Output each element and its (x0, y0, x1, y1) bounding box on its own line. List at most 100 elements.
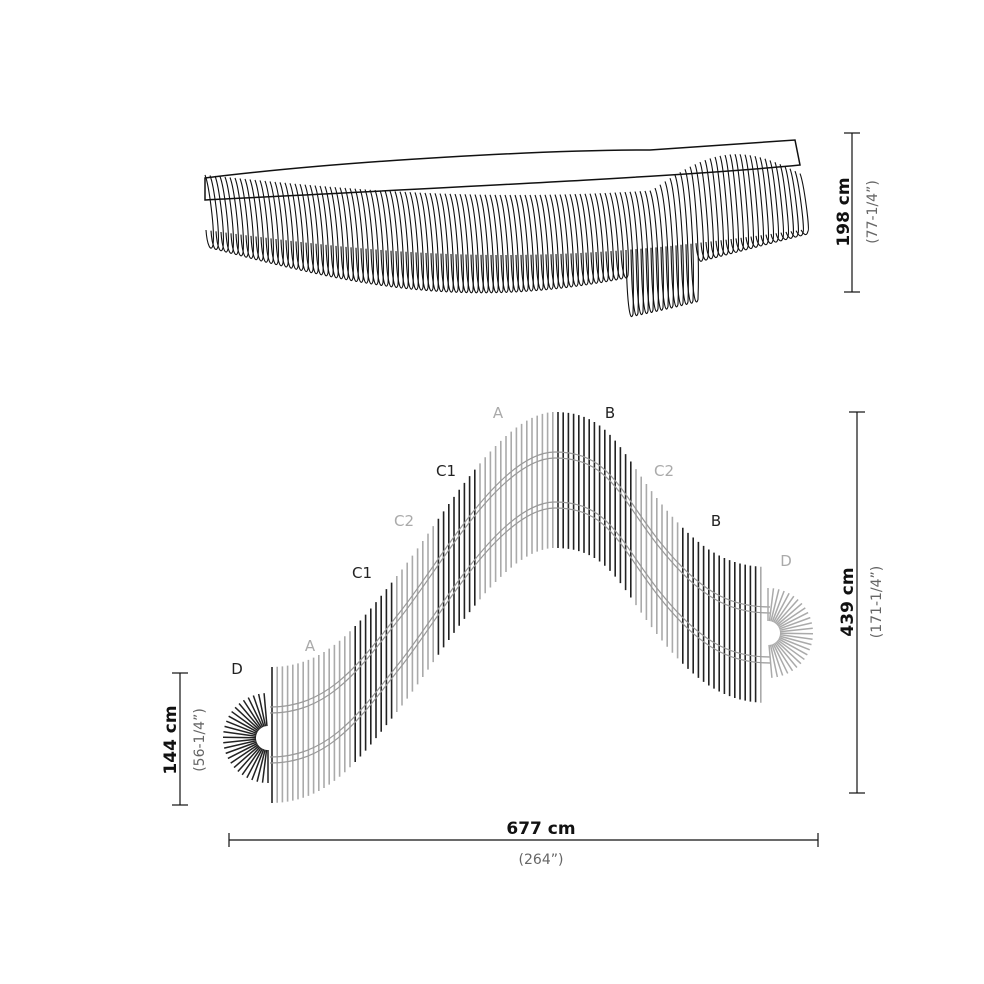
end-fan-right (771, 644, 784, 676)
elevation-rib (684, 169, 694, 304)
elevation-rib (449, 193, 459, 293)
end-fan-left (251, 748, 265, 781)
end-fan-right (779, 632, 814, 635)
elevation-rib (559, 194, 569, 289)
section-label: B (605, 404, 615, 422)
end-fan-left (227, 742, 258, 760)
elevation-rib (459, 193, 469, 294)
elevation-rib (574, 193, 584, 287)
elevation-rib (374, 189, 384, 286)
section-label: A (305, 637, 316, 655)
elevation-rib (334, 186, 344, 280)
elevation-rib (539, 194, 549, 291)
elevation-rib (434, 193, 444, 293)
elevation-rib (319, 185, 329, 277)
elevation-rib (659, 184, 669, 310)
elevation-rib (644, 190, 654, 313)
elevation-rib (709, 158, 719, 259)
end-fan-left (222, 736, 257, 739)
elevation-rib (669, 178, 679, 308)
elevation-rib (689, 166, 699, 303)
elevation-rib (524, 194, 534, 292)
end-fan-right (775, 599, 799, 625)
elevation-rib (379, 190, 389, 287)
elevation-rib (729, 154, 739, 253)
end-fan-left (241, 747, 262, 776)
elevation-rib (364, 189, 374, 285)
elevation-rib (464, 194, 474, 294)
end-fan-right (779, 633, 813, 641)
end-fan-left (223, 739, 257, 749)
elevation-rib (454, 193, 464, 294)
elevation-rib (394, 191, 404, 289)
elevation-rib (704, 159, 714, 260)
elevation-rib (639, 191, 649, 315)
elevation-rib (549, 194, 559, 290)
elevation-top-edge (204, 139, 801, 201)
elevation-rib (419, 192, 429, 292)
section-label: A (493, 404, 504, 422)
end-fan-right (768, 588, 775, 622)
elevation-rib (249, 179, 259, 261)
end-fan-left (238, 703, 261, 730)
end-fan-left (252, 695, 265, 727)
end-depth-metric: 144 cm (161, 705, 181, 774)
end-fan-right (778, 636, 811, 651)
elevation-rib (284, 182, 294, 269)
elevation-rib (739, 154, 749, 251)
elevation-rib (579, 193, 589, 286)
elevation-rib (469, 194, 479, 294)
elevation-rib (289, 183, 299, 270)
elevation-rib (389, 190, 399, 288)
section-label: C2 (394, 512, 414, 530)
end-fan-left (237, 746, 261, 772)
depth-dimension: 439 cm (171-1/4”) (838, 411, 885, 794)
end-fan-left (228, 715, 258, 733)
end-fan-right (774, 595, 795, 624)
elevation-rib (314, 185, 324, 276)
end-fan-right (772, 643, 789, 674)
elevation-rib (509, 194, 519, 293)
elevation-rib (404, 191, 414, 290)
section-labels: D A C1 C2 C1 A B C2 B D (231, 404, 792, 678)
elevation-rib (409, 191, 419, 291)
elevation-rib (529, 194, 539, 292)
end-fan-right (779, 635, 812, 646)
elevation-rib (599, 193, 609, 283)
elevation-rib (254, 179, 264, 262)
elevation-rib (349, 188, 359, 283)
elevation-rib (424, 192, 434, 292)
elevation-rib (354, 188, 364, 283)
elevation-rib (799, 173, 809, 236)
end-fan-right (776, 602, 803, 626)
end-fan-left (223, 738, 257, 744)
elevation-rib (664, 181, 674, 309)
elevation-rib (444, 193, 454, 293)
elevation-rib (534, 194, 544, 291)
elevation-rib (544, 194, 554, 290)
end-fan-right (777, 607, 806, 627)
side-elevation-view (204, 139, 809, 318)
elevation-rib (699, 161, 709, 261)
elevation-rib (604, 192, 614, 282)
elevation-rib (624, 191, 634, 318)
elevation-rib (584, 193, 594, 285)
elevation-rib (694, 164, 704, 262)
elevation-rib (569, 194, 579, 287)
elevation-rib (494, 194, 504, 294)
section-label: C1 (352, 564, 372, 582)
elevation-rib (714, 156, 724, 257)
end-fan-right (778, 611, 809, 629)
elevation-rib (499, 194, 509, 293)
section-label: D (231, 660, 243, 678)
end-fan-left (225, 741, 257, 755)
elevation-rib (384, 190, 394, 288)
elevation-rib (324, 186, 334, 278)
height-metric: 198 cm (834, 177, 854, 246)
end-fan-right (771, 590, 785, 623)
plan-rail (269, 507, 771, 764)
elevation-rib (609, 192, 619, 281)
elevation-rib (719, 155, 729, 256)
elevation-rib (619, 192, 629, 279)
elevation-rib (504, 194, 514, 293)
